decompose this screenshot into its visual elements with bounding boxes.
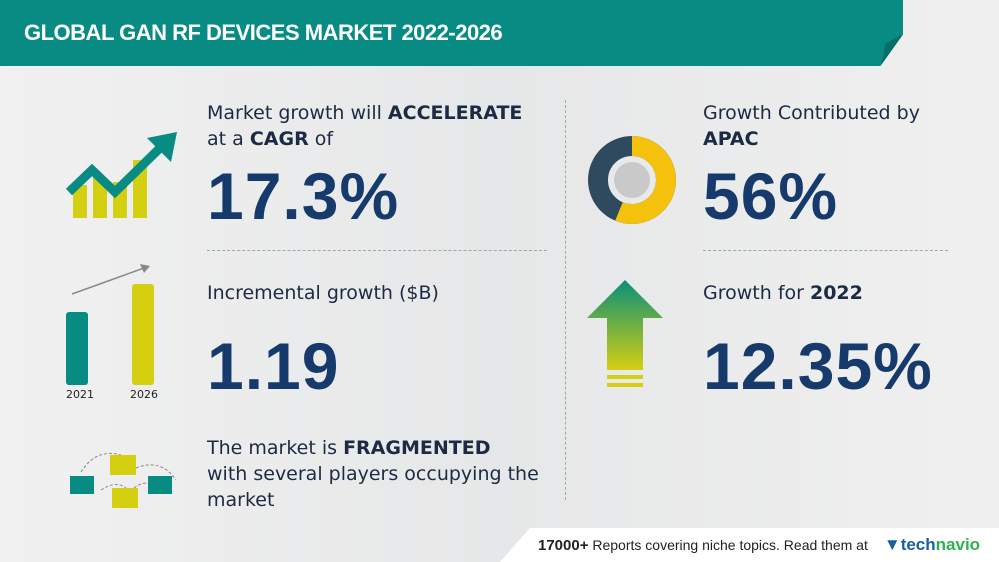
vendor-text: The market is FRAGMENTED with several pla… — [207, 437, 539, 511]
vertical-divider — [565, 100, 566, 500]
cagr-value: 17.3% — [207, 159, 400, 233]
region-value: 56% — [703, 159, 839, 233]
technavio-logo[interactable]: ▼technavio — [883, 535, 981, 554]
page-title: GLOBAL GAN RF DEVICES MARKET 2022-2026 — [24, 20, 503, 45]
incremental-label: Incremental growth ($B) — [207, 282, 439, 304]
buildings-icon — [70, 452, 176, 508]
arrow-up-icon — [587, 280, 663, 387]
footer-bar — [500, 528, 999, 562]
footer-text: 17000+ Reports covering niche topics. Re… — [538, 536, 868, 554]
yoy-value: 12.35% — [703, 329, 933, 403]
footer-row: 17000+ Reports covering niche topics. Re… — [538, 535, 980, 555]
year-end: 2026 — [130, 388, 158, 401]
divider — [207, 250, 547, 251]
region-text: Growth Contributed by APAC — [703, 102, 920, 150]
header-banner — [0, 0, 903, 66]
incremental-value: 1.19 — [207, 329, 340, 403]
growth-chart-icon — [65, 132, 177, 218]
donut-chart-icon — [588, 136, 676, 224]
yoy-text: Growth for 2022 — [703, 282, 863, 304]
year-start: 2021 — [66, 388, 94, 401]
incremental-bars-icon — [66, 264, 154, 385]
cagr-text: Market growth will ACCELERATE at a CAGR o… — [207, 102, 523, 150]
divider — [703, 250, 948, 251]
